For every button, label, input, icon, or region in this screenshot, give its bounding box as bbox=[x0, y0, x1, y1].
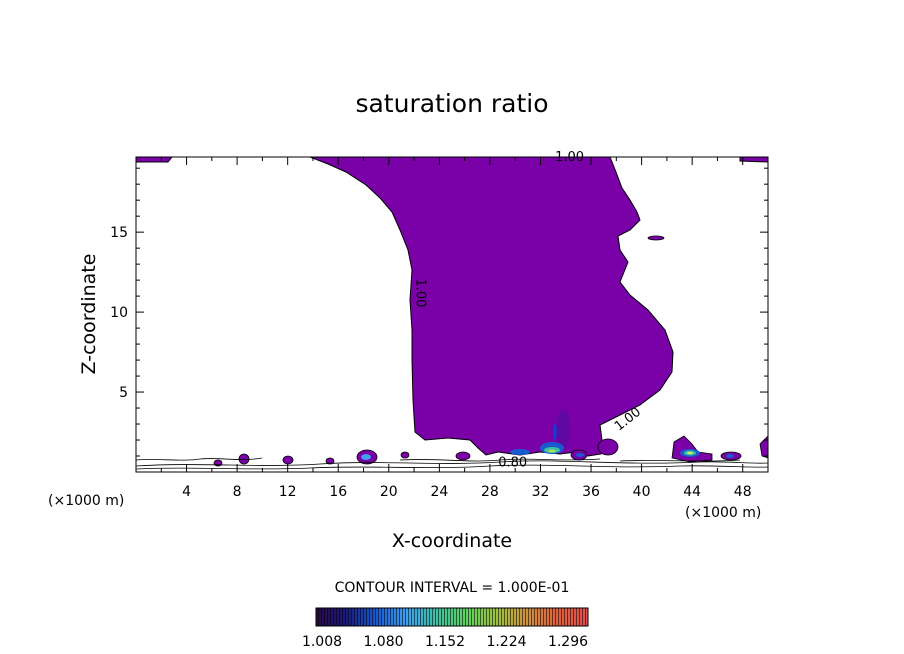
x-tick-label: 4 bbox=[182, 484, 191, 500]
y-axis: 5 10 15 bbox=[110, 167, 768, 457]
colorbar-tick-label: 1.008 bbox=[302, 634, 342, 650]
y-tick-label: 10 bbox=[110, 305, 128, 321]
top-right-region bbox=[739, 156, 769, 163]
x-tick-label: 20 bbox=[380, 484, 398, 500]
x-axis-label: X-coordinate bbox=[392, 530, 512, 552]
colorbar-frame bbox=[315, 607, 589, 627]
colorbar-tick-label: 1.152 bbox=[425, 634, 465, 650]
x-tick-label: 8 bbox=[233, 484, 242, 500]
x-tick-label: 24 bbox=[430, 484, 448, 500]
chart-title: saturation ratio bbox=[355, 89, 548, 118]
colorbar: 1.008 1.080 1.152 1.224 1.296 bbox=[302, 607, 589, 650]
x-tick-label: 36 bbox=[582, 484, 600, 500]
x-axis: 4 8 12 16 20 24 28 32 36 40 44 48 bbox=[160, 157, 752, 500]
x-tick-label: 32 bbox=[532, 484, 550, 500]
colorbar-labels: 1.008 1.080 1.152 1.224 1.296 bbox=[302, 634, 588, 650]
colorbar-tick-label: 1.296 bbox=[548, 634, 588, 650]
top-left-region bbox=[135, 156, 174, 163]
y-tick-label: 5 bbox=[119, 385, 128, 401]
x-tick-label: 28 bbox=[481, 484, 499, 500]
contour-interval-label: CONTOUR INTERVAL = 1.000E-01 bbox=[335, 580, 570, 596]
contour-label: 0.80 bbox=[498, 455, 527, 470]
colorbar-stripes bbox=[316, 608, 588, 626]
x-axis-unit: (×1000 m) bbox=[48, 493, 124, 509]
x-tick-label: 48 bbox=[734, 484, 752, 500]
plot-frame bbox=[135, 156, 769, 473]
supersaturated-region bbox=[309, 156, 674, 457]
colorbar-tick-label: 1.080 bbox=[363, 634, 403, 650]
colorbar-tick-label: 1.224 bbox=[486, 634, 526, 650]
y-axis-unit: (×1000 m) bbox=[685, 505, 761, 521]
contour-label: 1.00 bbox=[555, 150, 584, 165]
y-tick-label: 15 bbox=[110, 225, 128, 241]
x-tick-label: 12 bbox=[279, 484, 297, 500]
x-tick-label: 16 bbox=[329, 484, 347, 500]
high-saturation-cores bbox=[361, 410, 734, 460]
y-axis-label: Z-coordinate bbox=[78, 254, 100, 375]
x-tick-label: 44 bbox=[683, 484, 701, 500]
contour-label: 1.00 bbox=[412, 278, 427, 307]
x-tick-label: 40 bbox=[633, 484, 651, 500]
